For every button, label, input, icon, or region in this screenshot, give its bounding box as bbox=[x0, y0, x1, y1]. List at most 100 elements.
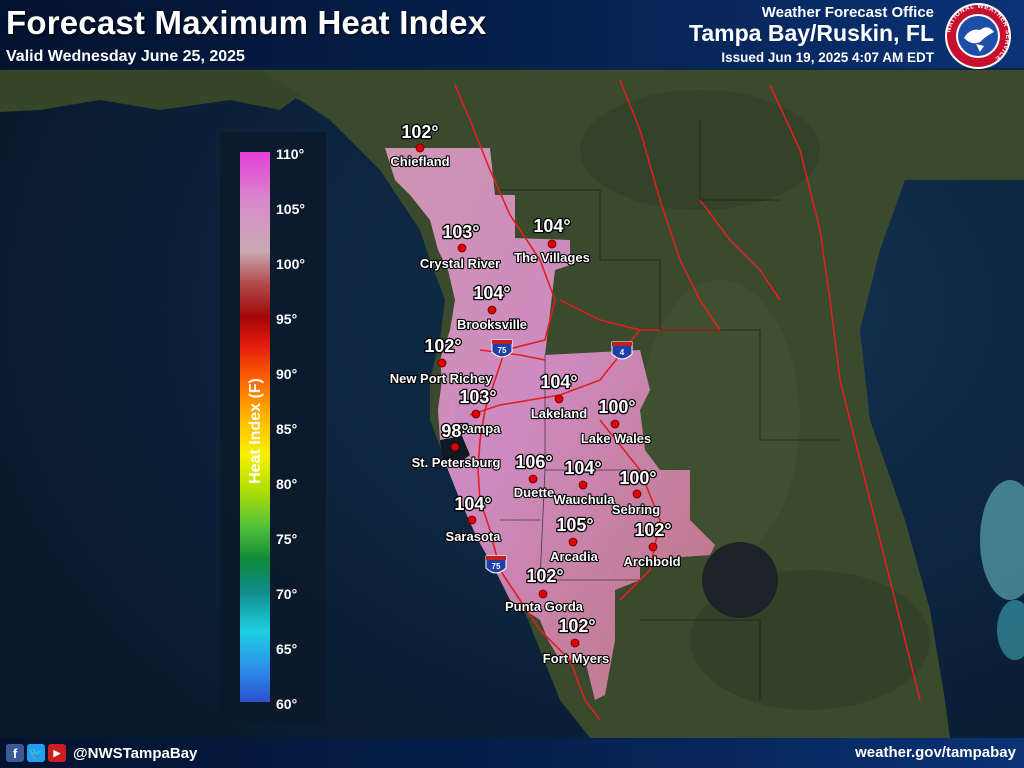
city-brooksville: 104° Brooksville bbox=[456, 282, 528, 333]
city-punta-gorda: 102° Punta Gorda bbox=[504, 565, 585, 615]
city-archbold: 102° Archbold bbox=[622, 519, 681, 570]
youtube-icon[interactable]: ▶ bbox=[48, 744, 66, 762]
city-sarasota: 104° Sarasota bbox=[444, 493, 502, 545]
city-markers: 102° Chiefland 103° Crystal River 104° T… bbox=[389, 121, 682, 667]
city-dot bbox=[471, 409, 481, 419]
city-name: Chiefland bbox=[390, 154, 449, 169]
city-name: Fort Myers bbox=[543, 651, 609, 666]
heat-value: 102° bbox=[424, 336, 461, 356]
city-name: New Port Richey bbox=[390, 371, 493, 386]
heat-value: 105° bbox=[556, 515, 593, 535]
city-dot bbox=[450, 442, 460, 452]
city-dot bbox=[632, 489, 642, 499]
heat-value: 102° bbox=[401, 122, 438, 142]
city-name: Punta Gorda bbox=[505, 599, 584, 614]
city-name: Lakeland bbox=[531, 406, 587, 421]
city-dot bbox=[570, 638, 580, 648]
svg-text:75: 75 bbox=[498, 346, 507, 355]
city-wauchula: 104° Wauchula bbox=[552, 457, 616, 508]
city-dot bbox=[415, 143, 425, 153]
legend-label: 110° bbox=[276, 146, 305, 162]
city-name: Crystal River bbox=[420, 256, 500, 271]
city-dot bbox=[437, 358, 447, 368]
legend-label: 85° bbox=[276, 421, 298, 437]
city-tampa: 103° Tampa bbox=[458, 386, 502, 437]
city-name: Tampa bbox=[460, 421, 502, 436]
city-lakeland: 104° Lakeland bbox=[530, 371, 589, 422]
facebook-icon[interactable]: f bbox=[6, 744, 24, 762]
legend-label: 105° bbox=[276, 201, 305, 217]
city-name: Arcadia bbox=[550, 549, 598, 564]
bahamas-shoal bbox=[980, 480, 1024, 600]
social-links: f 🐦 ▶ @NWSTampaBay bbox=[6, 744, 197, 762]
city-lake-wales: 100° Lake Wales bbox=[580, 396, 653, 447]
city-name: Sebring bbox=[612, 502, 660, 517]
heat-value: 102° bbox=[526, 566, 563, 586]
city-name: Brooksville bbox=[457, 317, 527, 332]
city-name: The Villages bbox=[514, 250, 590, 265]
footer-bar: f 🐦 ▶ @NWSTampaBay weather.gov/tampabay bbox=[0, 738, 1024, 768]
city-name: St. Petersburg bbox=[412, 455, 501, 470]
city-chiefland: 102° Chiefland bbox=[389, 121, 450, 170]
city-name: Sarasota bbox=[446, 529, 502, 544]
city-dot bbox=[528, 474, 538, 484]
heat-value: 104° bbox=[533, 216, 570, 236]
city-name: Lake Wales bbox=[581, 431, 651, 446]
heat-value: 102° bbox=[634, 520, 671, 540]
city-dot bbox=[568, 537, 578, 547]
city-dot bbox=[487, 305, 497, 315]
heat-value: 102° bbox=[558, 616, 595, 636]
website-link[interactable]: weather.gov/tampabay bbox=[855, 744, 1016, 761]
legend-label: 95° bbox=[276, 311, 298, 327]
office-label: Weather Forecast Office bbox=[761, 4, 934, 21]
interstate-4-shield: 4 bbox=[611, 341, 633, 360]
legend-label: 75° bbox=[276, 531, 298, 547]
city-name: Wauchula bbox=[554, 492, 616, 507]
heat-value: 100° bbox=[598, 397, 635, 417]
page-title: Forecast Maximum Heat Index bbox=[6, 4, 487, 41]
social-handle[interactable]: @NWSTampaBay bbox=[73, 744, 198, 762]
interstate-75-south-shield: 75 bbox=[485, 555, 507, 574]
legend-color-bar bbox=[240, 152, 270, 702]
forecast-area-shading bbox=[385, 148, 715, 700]
city-crystal-river: 103° Crystal River bbox=[419, 221, 501, 272]
city-dot bbox=[610, 419, 620, 429]
legend-label: 80° bbox=[276, 476, 298, 492]
valid-date: Valid Wednesday June 25, 2025 bbox=[6, 48, 245, 65]
city-dot bbox=[467, 515, 477, 525]
interstate-75-north-shield: 75 bbox=[491, 339, 513, 358]
city-dot bbox=[547, 239, 557, 249]
nws-logo-icon: NATIONAL WEATHER SERVICE bbox=[945, 3, 1011, 69]
county-boundaries bbox=[500, 120, 840, 700]
heat-value: 103° bbox=[442, 222, 479, 242]
city-dot bbox=[538, 589, 548, 599]
highway-network bbox=[454, 79, 921, 721]
city-name: Archbold bbox=[623, 554, 680, 569]
city-dot bbox=[554, 394, 564, 404]
heat-value: 98° bbox=[441, 421, 468, 441]
city-arcadia: 105° Arcadia bbox=[549, 514, 600, 565]
legend-label: 100° bbox=[276, 256, 305, 272]
legend-label: 60° bbox=[276, 696, 298, 712]
bahamas-shoal bbox=[997, 600, 1024, 660]
heat-value: 104° bbox=[540, 372, 577, 392]
heat-value: 104° bbox=[564, 458, 601, 478]
city-sebring: 100° Sebring bbox=[611, 467, 662, 518]
city-dot bbox=[578, 480, 588, 490]
heat-value: 104° bbox=[454, 494, 491, 514]
heat-index-legend: 110° 105° 100° 95° 90° 85° 80° 75° 70° 6… bbox=[220, 132, 326, 722]
city-duette: 106° Duette bbox=[513, 451, 556, 501]
twitter-icon[interactable]: 🐦 bbox=[27, 744, 45, 762]
legend-label: 65° bbox=[276, 641, 298, 657]
heat-value: 104° bbox=[473, 283, 510, 303]
city-dot bbox=[457, 243, 467, 253]
office-name: Tampa Bay/Ruskin, FL bbox=[689, 20, 934, 46]
city-new-port-richey: 102° New Port Richey bbox=[389, 335, 495, 387]
city-fort-myers: 102° Fort Myers bbox=[542, 615, 611, 667]
issued-time: Issued Jun 19, 2025 4:07 AM EDT bbox=[721, 50, 934, 65]
svg-text:75: 75 bbox=[492, 562, 501, 571]
legend-label: 70° bbox=[276, 586, 298, 602]
city-the-villages: 104° The Villages bbox=[513, 215, 591, 266]
